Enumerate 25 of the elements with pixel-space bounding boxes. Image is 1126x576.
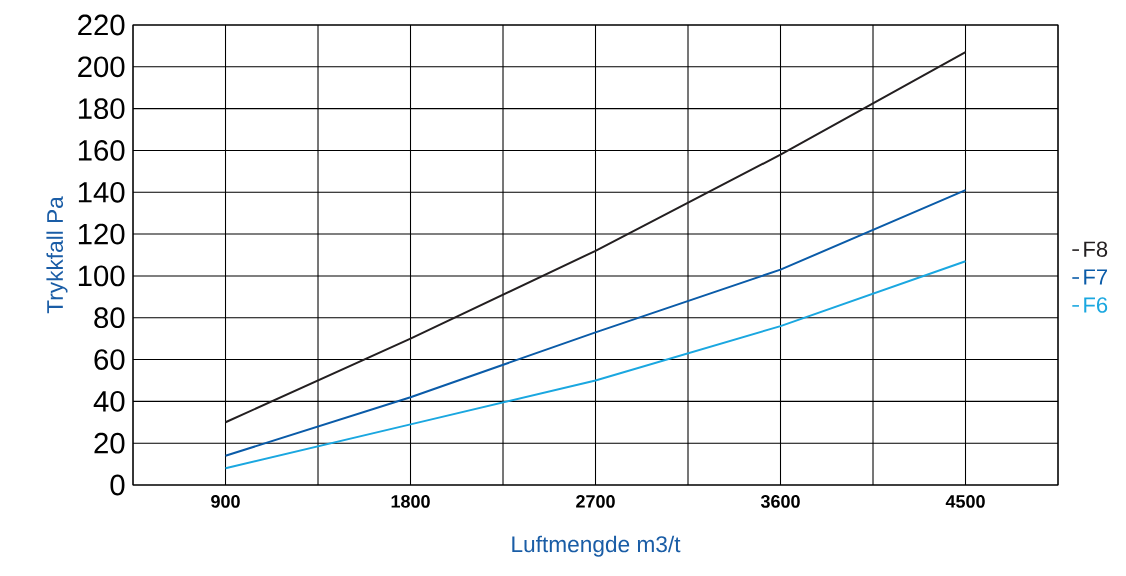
- line-series: [224, 260, 967, 470]
- y-tick-label: 40: [93, 390, 125, 412]
- y-tick-label: 160: [78, 140, 125, 161]
- x-tick-label: 900: [211, 495, 240, 508]
- y-tick-label: 100: [78, 265, 125, 287]
- y-tick-label: 200: [78, 56, 125, 78]
- legend-label: F7: [1084, 269, 1108, 285]
- y-tick-label: 20: [94, 432, 125, 454]
- y-tick-label: 80: [94, 307, 125, 329]
- y-tick-label: 220: [78, 14, 125, 36]
- y-tick-label: 140: [78, 181, 125, 203]
- line-series: [224, 51, 967, 424]
- y-tick-label: 120: [78, 223, 125, 245]
- y-tick-label: 0: [110, 474, 125, 496]
- legend-label: F6: [1084, 297, 1108, 313]
- legend-label: F8: [1084, 241, 1108, 257]
- x-tick-label: 2700: [576, 495, 615, 508]
- x-axis-title: Luftmengde m3/t: [512, 535, 681, 557]
- x-tick-label: 4500: [945, 495, 985, 508]
- y-tick-label: 180: [78, 98, 125, 120]
- y-tick-label: 60: [94, 349, 125, 370]
- x-tick-label: 3600: [760, 495, 800, 508]
- x-tick-label: 1800: [391, 495, 430, 508]
- line-series: [224, 189, 967, 457]
- y-axis-title: Trykkfall Pa: [46, 196, 68, 314]
